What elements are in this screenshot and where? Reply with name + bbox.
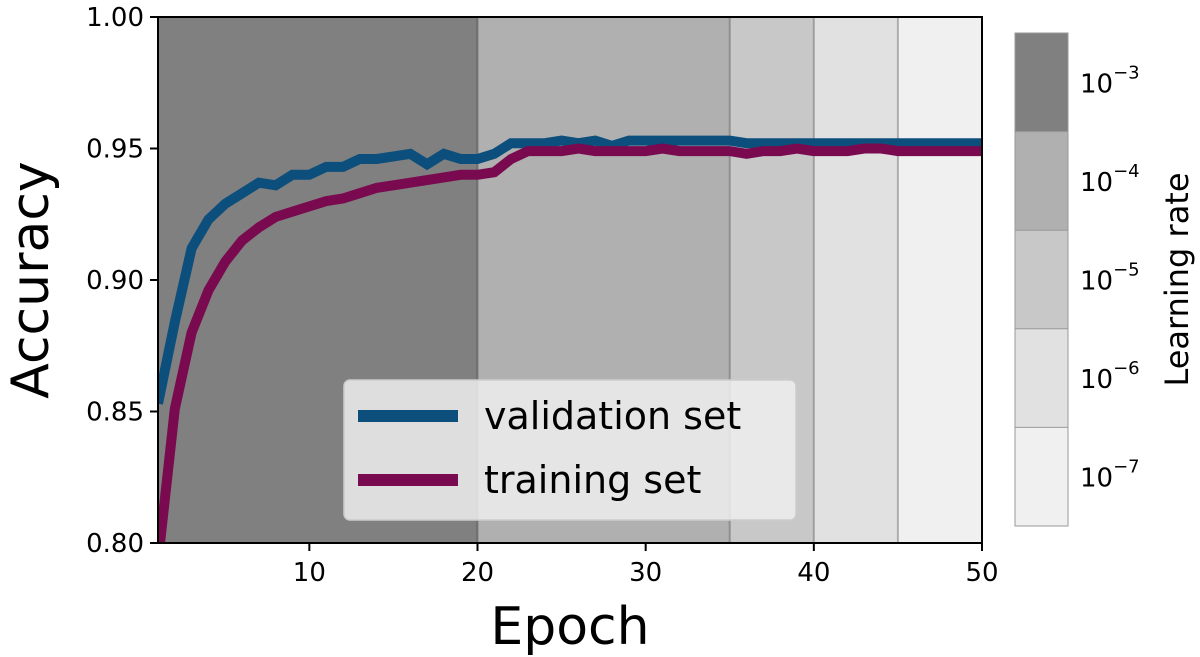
colorbar-tick-exp: −4 (1113, 161, 1140, 182)
lr-band-5 (897, 17, 982, 543)
x-axis: 10 20 30 40 50 (293, 543, 999, 588)
y-tick-label: 1.00 (86, 3, 144, 33)
x-tick-label: 40 (797, 558, 830, 588)
colorbar-segment (1015, 328, 1068, 428)
colorbar-tick-base: 10 (1080, 267, 1113, 297)
colorbar-frame (1014, 32, 1069, 527)
colorbar-tick-base: 10 (1080, 365, 1113, 395)
colorbar-tick-exp: −5 (1113, 260, 1140, 281)
series-line-training (158, 143, 982, 543)
x-tick-label: 30 (629, 558, 662, 588)
colorbar-tick-label: 10−7 (1080, 457, 1140, 494)
series-lines (158, 135, 982, 543)
lr-band-4 (813, 17, 898, 543)
y-tick-label: 0.80 (86, 529, 144, 559)
colorbar-tick-exp: −7 (1113, 457, 1140, 478)
colorbar-segment (1015, 230, 1068, 329)
x-tick-label: 20 (461, 558, 494, 588)
colorbar-tick-base: 10 (1080, 464, 1113, 494)
x-tick-label: 10 (293, 558, 326, 588)
x-axis-title: Epoch (490, 597, 649, 657)
y-axis: 0.80 0.85 0.90 0.95 1.00 (86, 3, 158, 559)
learning-rate-bands (158, 17, 982, 543)
colorbar-tick-label: 10−4 (1080, 161, 1140, 198)
legend: validation set training set (343, 379, 797, 521)
colorbar-segment (1015, 33, 1068, 132)
colorbar-segment (1015, 427, 1068, 526)
legend-label: validation set (484, 394, 741, 438)
colorbar-tick-base: 10 (1080, 168, 1113, 198)
colorbar-tick-exp: −3 (1113, 62, 1140, 83)
y-tick-label: 0.95 (86, 135, 144, 165)
legend-label: training set (484, 458, 701, 502)
colorbar-tick-exp: −6 (1113, 358, 1140, 379)
colorbar-tick-label: 10−6 (1080, 358, 1140, 395)
colorbar-tick-base: 10 (1080, 69, 1113, 99)
colorbar-tick-label: 10−5 (1080, 260, 1140, 297)
colorbar-title: Learning rate (1158, 172, 1196, 386)
series-line-validation (158, 135, 982, 405)
y-tick-label: 0.85 (86, 398, 144, 428)
colorbar-segment (1015, 131, 1068, 231)
y-tick-label: 0.90 (86, 266, 144, 296)
x-tick-label: 50 (965, 558, 998, 588)
y-axis-title: Accuracy (1, 161, 61, 398)
colorbar-tick-label: 10−3 (1080, 62, 1140, 99)
